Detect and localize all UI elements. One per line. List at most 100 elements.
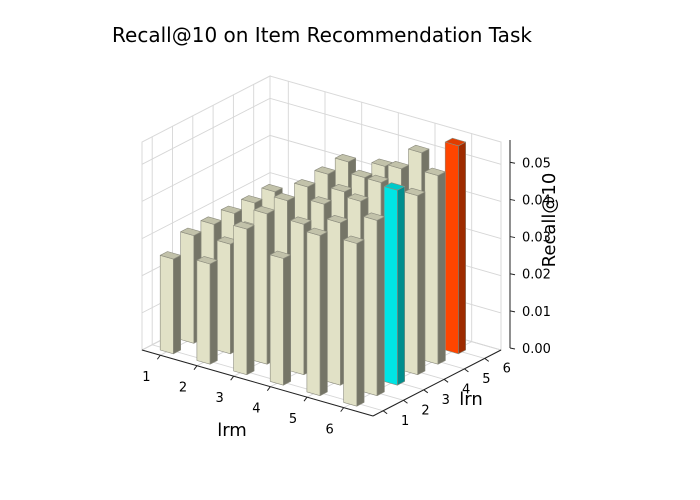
bar-top-face bbox=[290, 216, 312, 225]
bar bbox=[159, 251, 181, 355]
bar-front-face bbox=[196, 259, 211, 365]
bar-top-face bbox=[326, 215, 349, 224]
bar-top-face bbox=[269, 250, 292, 259]
bar-front-face bbox=[383, 186, 398, 386]
bar bbox=[196, 256, 218, 365]
y-tick-label: 1 bbox=[401, 414, 409, 429]
bar-front-face bbox=[444, 141, 459, 355]
bar-top-face bbox=[196, 256, 218, 265]
bar-front-face bbox=[269, 254, 284, 386]
bar-front-face bbox=[326, 218, 341, 386]
y-tick-label: 3 bbox=[442, 393, 450, 408]
bar-front-face bbox=[363, 216, 378, 397]
bar-top-face bbox=[351, 169, 373, 178]
bar-top-face bbox=[424, 167, 446, 176]
y-tick bbox=[443, 378, 449, 383]
y-tick bbox=[464, 368, 469, 373]
bar-top-face bbox=[220, 205, 242, 214]
bar-side-face bbox=[209, 259, 218, 365]
bar-front-face bbox=[404, 191, 419, 376]
bar-side-face bbox=[417, 191, 426, 376]
y-tick bbox=[403, 399, 408, 404]
bar-top-face bbox=[343, 235, 365, 244]
bar-top-face bbox=[159, 251, 181, 260]
bar-top-face bbox=[347, 193, 369, 202]
x-tick bbox=[230, 375, 235, 381]
bar-top-face bbox=[444, 137, 467, 147]
x-tick bbox=[156, 354, 161, 360]
x-tick-label: 3 bbox=[216, 391, 224, 406]
bar-top-face bbox=[310, 196, 332, 205]
bar-top-face bbox=[367, 174, 389, 183]
z-tick-label: 0.00 bbox=[522, 342, 551, 357]
bar-front-face bbox=[233, 225, 248, 376]
bar-top-face bbox=[363, 212, 385, 221]
z-tick-label: 0.04 bbox=[522, 193, 551, 208]
x-tick-label: 5 bbox=[289, 412, 297, 427]
x-tick-label: 6 bbox=[326, 423, 334, 438]
bar-top-face bbox=[330, 184, 353, 193]
bar-side-face bbox=[246, 225, 255, 376]
z-tick-label: 0.03 bbox=[522, 231, 551, 246]
bar-side-face bbox=[397, 186, 406, 386]
bar-front-face bbox=[216, 240, 231, 355]
x-tick bbox=[340, 407, 345, 412]
x-tick-label: 4 bbox=[252, 402, 260, 417]
bar-top-face bbox=[294, 179, 316, 188]
y-tick bbox=[423, 389, 429, 394]
x-tick bbox=[193, 365, 198, 371]
bar bbox=[233, 221, 255, 376]
bar-top-face bbox=[200, 216, 222, 225]
x-axis-line bbox=[141, 349, 374, 417]
bar-front-face bbox=[253, 209, 268, 365]
bar-front-face bbox=[159, 255, 174, 355]
y-tick-label: 4 bbox=[462, 382, 470, 397]
y-tick bbox=[382, 410, 388, 415]
y-tick bbox=[484, 357, 490, 362]
y-tick-label: 5 bbox=[482, 372, 490, 387]
bar bbox=[269, 250, 292, 386]
y-axis-label: lrn bbox=[459, 389, 483, 410]
bar-front-face bbox=[343, 239, 358, 407]
y-tick-label: 6 bbox=[503, 361, 511, 376]
bar-top-face bbox=[334, 154, 357, 163]
bar bbox=[306, 227, 328, 397]
bar bbox=[404, 187, 426, 376]
z-tick bbox=[509, 198, 516, 201]
bar-front-face bbox=[180, 231, 195, 344]
bar-top-face bbox=[383, 182, 406, 191]
bar-top-face bbox=[261, 184, 283, 193]
bar-side-face bbox=[376, 216, 385, 397]
y-tick-label: 2 bbox=[421, 403, 429, 418]
bar-top-face bbox=[253, 206, 275, 215]
x-tick bbox=[303, 396, 308, 402]
z-tick bbox=[509, 236, 516, 239]
bar-front-face bbox=[424, 171, 439, 365]
bar-side-face bbox=[356, 239, 365, 407]
bar-top-face bbox=[387, 161, 410, 170]
bar-side-face bbox=[283, 254, 292, 386]
bar-side-face bbox=[458, 141, 467, 355]
x-tick-label: 2 bbox=[179, 381, 187, 396]
z-tick bbox=[509, 161, 516, 164]
z-tick-label: 0.02 bbox=[522, 268, 551, 283]
bar-side-face bbox=[173, 255, 181, 355]
bar-top-face bbox=[306, 227, 328, 236]
bar bbox=[424, 167, 446, 365]
bar-side-face bbox=[319, 231, 328, 397]
y-gridline bbox=[151, 136, 384, 412]
bar bbox=[363, 212, 385, 397]
x-tick-label: 1 bbox=[142, 370, 150, 385]
z-tick-label: 0.01 bbox=[522, 305, 551, 320]
bar-top-face bbox=[314, 166, 336, 175]
bar bbox=[444, 137, 467, 355]
z-tick-label: 0.05 bbox=[522, 156, 551, 171]
y-axis-line bbox=[372, 349, 502, 417]
z-gridline bbox=[141, 97, 502, 165]
bars bbox=[159, 137, 467, 407]
x-gridline bbox=[343, 133, 473, 408]
bar-top-face bbox=[233, 221, 255, 230]
chart-title: Recall@10 on Item Recommendation Task bbox=[112, 23, 532, 47]
